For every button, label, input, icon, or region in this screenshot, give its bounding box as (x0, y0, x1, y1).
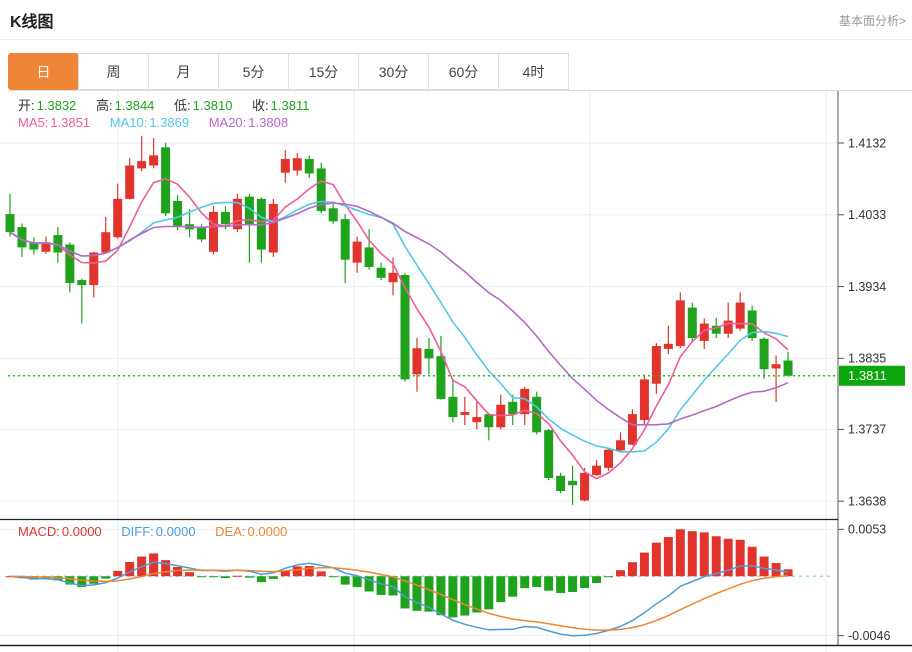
page-header: K线图 基本面分析> (0, 0, 912, 40)
svg-text:1.3934: 1.3934 (848, 280, 886, 294)
high-label: 高: (96, 98, 113, 113)
tab-5分[interactable]: 5分 (218, 53, 289, 90)
ma10-label: MA10: (110, 115, 148, 130)
ohlc-legend: 开:1.3832 高:1.3844 低:1.3810 收:1.3811 (18, 95, 311, 114)
tab-月[interactable]: 月 (148, 53, 219, 90)
svg-text:1.3737: 1.3737 (848, 423, 886, 437)
macd-value: 0.0000 (62, 524, 102, 539)
kline-chart-canvas[interactable]: 1.3811 1.4132 1.4033 1.3934 1.3835 1.3737 1.36… (0, 90, 912, 652)
svg-text:-0.0046: -0.0046 (848, 629, 890, 643)
open-value: 1.3832 (37, 98, 77, 113)
svg-text:1.3835: 1.3835 (848, 352, 886, 366)
ma-legend: MA5:1.3851 MA10:1.3869 MA20:1.3808 (18, 115, 290, 130)
tab-60分[interactable]: 60分 (428, 53, 499, 90)
svg-text:1.4033: 1.4033 (848, 208, 886, 222)
tab-日[interactable]: 日 (8, 53, 79, 90)
dea-value: 0.0000 (248, 524, 288, 539)
dea-label: DEA: (215, 524, 245, 539)
ma10-line (10, 201, 788, 451)
low-label: 低: (174, 98, 191, 113)
close-label: 收: (252, 98, 269, 113)
tab-30分[interactable]: 30分 (358, 53, 429, 90)
dea-line (10, 568, 788, 630)
ma5-label: MA5: (18, 115, 48, 130)
open-label: 开: (18, 98, 35, 113)
tab-周[interactable]: 周 (78, 53, 149, 90)
macd-histogram (6, 529, 793, 617)
macd-legend: MACD:0.0000 DIFF:0.0000 DEA:0.0000 (18, 524, 289, 539)
tab-15分[interactable]: 15分 (288, 53, 359, 90)
candles-layer (6, 136, 793, 505)
ma10-value: 1.3869 (149, 115, 189, 130)
close-value: 1.3811 (271, 98, 310, 113)
svg-text:1.4132: 1.4132 (848, 136, 886, 150)
svg-text:1.3638: 1.3638 (848, 494, 886, 508)
current-price-badge-text: 1.3811 (848, 368, 887, 383)
ma5-value: 1.3851 (50, 115, 90, 130)
diff-label: DIFF: (121, 524, 154, 539)
ma20-label: MA20: (209, 115, 247, 130)
current-price-badge: 1.3811 (839, 366, 905, 386)
ma20-value: 1.3808 (248, 115, 288, 130)
interval-tabbar: 日周月5分15分30分60分4时 (8, 53, 912, 91)
price-axis-labels: 1.4132 1.4033 1.3934 1.3835 1.3737 1.3638 (838, 136, 886, 508)
page-title: K线图 (10, 8, 54, 32)
svg-text:0.0053: 0.0053 (848, 523, 886, 537)
tab-4时[interactable]: 4时 (498, 53, 569, 90)
high-value: 1.3844 (115, 98, 155, 113)
kline-page: { "header": { "title": "K线图", "analysis_… (0, 0, 912, 652)
ma5-line (10, 179, 788, 479)
macd-label: MACD: (18, 524, 60, 539)
low-value: 1.3810 (193, 98, 233, 113)
fundamental-analysis-link[interactable]: 基本面分析> (839, 12, 906, 29)
diff-value: 0.0000 (156, 524, 196, 539)
